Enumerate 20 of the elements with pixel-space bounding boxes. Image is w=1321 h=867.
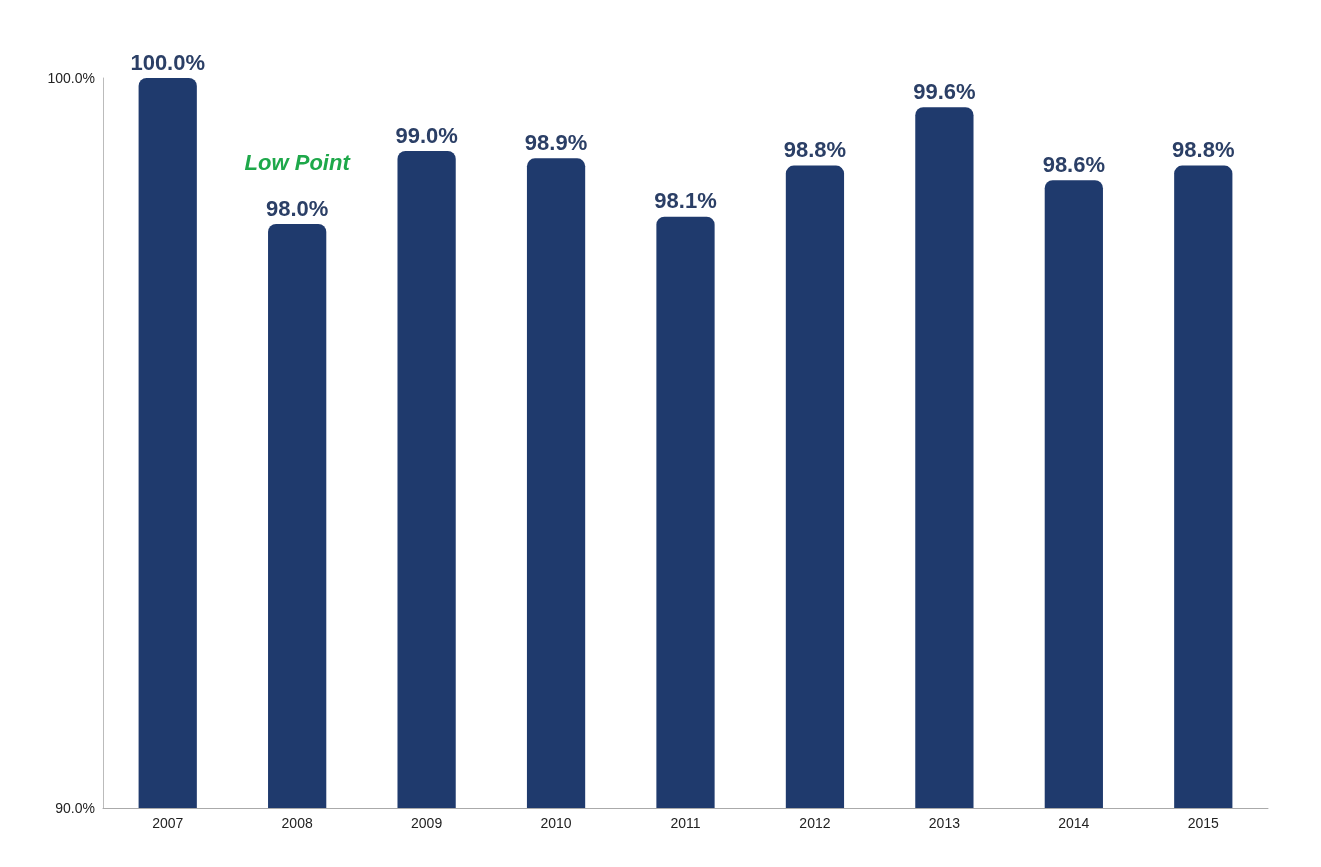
x-tick-label: 2013 <box>928 815 961 831</box>
x-tick-label: 2009 <box>411 815 443 831</box>
annotation: Low Point <box>244 149 352 175</box>
data-label: 100.0% <box>130 49 206 75</box>
data-label: 99.6% <box>913 78 976 104</box>
data-label: 98.8% <box>1172 137 1235 163</box>
x-tick-label: 2010 <box>540 815 572 831</box>
data-label: 98.1% <box>654 188 717 214</box>
x-tick-label: 2007 <box>152 815 184 831</box>
data-label: 98.6% <box>1042 151 1106 177</box>
x-tick-label: 2012 <box>799 815 831 831</box>
x-tick-label: 2011 <box>670 815 701 831</box>
data-label: 98.9% <box>524 129 588 155</box>
x-tick-label: 2015 <box>1187 815 1220 831</box>
y-tick-label: 90.0% <box>55 800 95 816</box>
data-label: 98.8% <box>783 137 847 163</box>
data-label: 98.0% <box>265 195 329 221</box>
x-tick-label: 2008 <box>281 815 313 831</box>
data-label: 99.0% <box>395 122 458 148</box>
x-tick-label: 2014 <box>1058 815 1090 831</box>
